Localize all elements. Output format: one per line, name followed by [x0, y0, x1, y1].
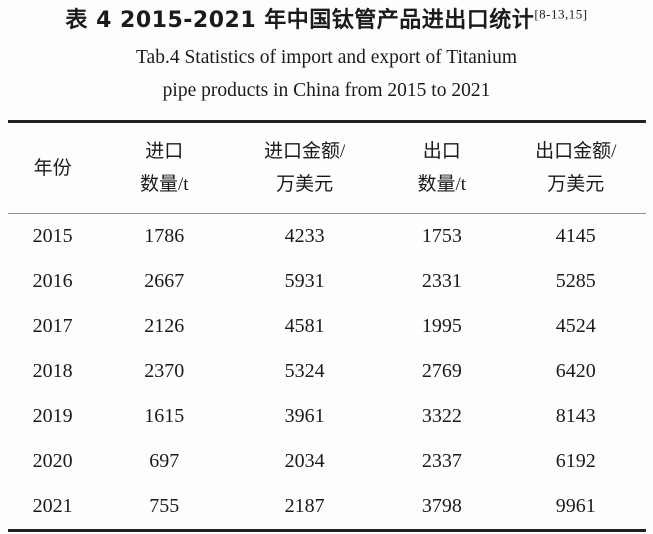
table-row: 2015 1786 4233 1753 4145 [8, 214, 646, 260]
table-cell-year: 2021 [32, 495, 73, 517]
column-header-year-line1: 年份 [33, 157, 72, 179]
table-cell-export-qty: 2337 [421, 450, 462, 472]
table-cell-export-value: 9961 [555, 495, 596, 517]
table-cell-export-qty: 1753 [421, 225, 462, 247]
table-cell-import-value: 4581 [284, 315, 325, 337]
table-row: 2020 697 2034 2337 6192 [8, 439, 646, 484]
column-header-export-value-line1: 出口金额/ [535, 141, 617, 162]
table-caption-en-line1: Tab.4 Statistics of import and export of… [135, 47, 518, 68]
table-cell-import-qty: 1786 [144, 225, 185, 247]
table-row: 2021 755 2187 3798 9961 [8, 484, 646, 531]
table-cell-export-qty: 3322 [421, 405, 462, 427]
table-cell-year: 2019 [32, 405, 73, 427]
table-cell-export-qty: 3798 [421, 495, 462, 517]
table-header: 年份 进口 数量/t 进口金额/ 万美元 出口 数量/t [8, 122, 646, 214]
column-header-export-qty: 出口 数量/t [378, 122, 506, 214]
table-caption-en: Tab.4 Statistics of import and export of… [0, 41, 653, 107]
table-cell-year: 2018 [32, 360, 73, 382]
column-header-import-value: 进口金额/ 万美元 [231, 122, 378, 214]
column-header-export-value: 出口金额/ 万美元 [506, 122, 646, 214]
table-cell-import-qty: 1615 [144, 405, 185, 427]
table-cell-import-qty: 2667 [144, 270, 185, 292]
table-cell-import-qty: 2370 [144, 360, 185, 382]
reference-superscript: [8-13,15] [534, 6, 588, 22]
column-header-export-qty-line2: 数量/t [417, 174, 467, 195]
column-header-import-value-line2: 万美元 [276, 174, 334, 195]
column-header-import-qty-line2: 数量/t [140, 174, 189, 195]
table-cell-year: 2016 [32, 270, 73, 292]
table-cell-export-qty: 2331 [421, 270, 462, 292]
column-header-import-qty: 进口 数量/t [97, 122, 231, 214]
table-cell-import-qty: 755 [149, 495, 180, 517]
table-cell-import-value: 2187 [284, 495, 325, 517]
column-header-import-qty-line1: 进口 [145, 141, 184, 162]
import-export-table: 年份 进口 数量/t 进口金额/ 万美元 出口 数量/t [8, 120, 646, 532]
table-cell-export-value: 8143 [555, 405, 596, 427]
table-cell-import-qty: 2126 [144, 315, 185, 337]
table-cell-import-value: 5324 [284, 360, 325, 382]
table-cell-import-value: 4233 [284, 225, 325, 247]
table-cell-import-value: 5931 [284, 270, 325, 292]
table-cell-export-value: 6420 [555, 360, 596, 382]
column-header-import-value-line1: 进口金额/ [264, 141, 346, 162]
table-cell-export-value: 6192 [555, 450, 596, 472]
table-cell-export-value: 4145 [555, 225, 596, 247]
table-cell-year: 2017 [32, 315, 73, 337]
table-cell-export-value: 4524 [555, 315, 596, 337]
table-cell-import-qty: 697 [149, 450, 180, 472]
table-header-row: 年份 进口 数量/t 进口金额/ 万美元 出口 数量/t [8, 122, 646, 214]
table-cell-export-value: 5285 [555, 270, 596, 292]
table-cell-export-qty: 2769 [421, 360, 462, 382]
table-container: 年份 进口 数量/t 进口金额/ 万美元 出口 数量/t [8, 120, 646, 532]
table-caption-zh-text: 表 4 2015-2021 年中国钛管产品进出口统计 [65, 8, 535, 33]
table-cell-import-value: 2034 [284, 450, 325, 472]
column-header-year: 年份 [8, 122, 97, 214]
table-caption-zh: 表 4 2015-2021 年中国钛管产品进出口统计[8-13,15] [0, 6, 653, 36]
table-cell-year: 2020 [32, 450, 73, 472]
table-cell-year: 2015 [32, 225, 73, 247]
table-row: 2016 2667 5931 2331 5285 [8, 259, 646, 304]
table-cell-import-value: 3961 [284, 405, 325, 427]
table-row: 2019 1615 3961 3322 8143 [8, 394, 646, 439]
column-header-export-qty-line1: 出口 [422, 141, 461, 162]
table-cell-export-qty: 1995 [421, 315, 462, 337]
table-row: 2017 2126 4581 1995 4524 [8, 304, 646, 349]
table-body: 2015 1786 4233 1753 4145 2016 2667 5931 2331 5285… [8, 214, 646, 531]
table-caption-en-line2: pipe products in China from 2015 to 2021 [162, 80, 491, 101]
table-row: 2018 2370 5324 2769 6420 [8, 349, 646, 394]
column-header-export-value-line2: 万美元 [547, 174, 605, 195]
